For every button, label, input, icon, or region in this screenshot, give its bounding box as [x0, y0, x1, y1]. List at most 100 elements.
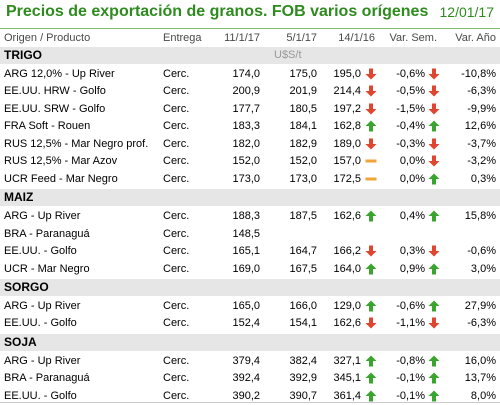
origin-cell: BRA - Paranaguá — [4, 227, 90, 240]
col-var-year: Var. Año — [455, 32, 496, 44]
origin-cell: EE.UU. - Golfo — [4, 245, 77, 258]
var-week-value: -1,5% — [396, 102, 425, 115]
origin-cell: ARG - Up River — [4, 354, 81, 367]
origin-cell: BRA - Paranaguá — [4, 372, 90, 385]
date1-value: 165,1 — [232, 245, 260, 258]
origin-cell: ARG 12,0% - Up River — [4, 68, 115, 80]
origin-cell: RUS 12,5% - Mar Negro prof. — [4, 137, 149, 150]
delivery-cell: Cerc. — [163, 85, 190, 98]
var-year-value: -3,7% — [467, 137, 496, 150]
date3-value: 327,1 — [333, 354, 361, 367]
date2-value: 173,0 — [289, 172, 317, 185]
arrow-down-icon — [365, 68, 377, 80]
date2-value: 164,7 — [289, 245, 317, 258]
delivery-cell: Cerc. — [163, 137, 190, 150]
arrow-down-icon — [428, 85, 440, 97]
date3-value: 189,0 — [333, 137, 361, 150]
group-name: SOJA — [4, 334, 37, 349]
table-row: ARG 12,0% - Up River Cerc. 174,0 175,0 195,0… — [0, 66, 500, 83]
date1-value: 188,3 — [232, 210, 260, 223]
arrow-up-icon — [428, 300, 440, 312]
arrow-up-icon — [365, 300, 377, 312]
var-year-value: 13,7% — [464, 372, 496, 385]
date1-value: 169,0 — [232, 262, 260, 275]
var-year-value: 8,0% — [470, 389, 496, 402]
var-year-value: 16,0% — [464, 354, 496, 367]
var-year-value: -10,8% — [461, 68, 496, 80]
var-year-value: -3,2% — [467, 155, 496, 168]
arrow-up-icon — [428, 355, 440, 367]
date3-value: 129,0 — [333, 299, 361, 312]
date3-value: 195,0 — [333, 68, 361, 80]
date1-value: 392,4 — [232, 372, 260, 385]
origin-cell: FRA Soft - Rouen — [4, 120, 91, 133]
arrow-down-icon — [428, 138, 440, 150]
date2-value: 166,0 — [289, 299, 317, 312]
delivery-cell: Cerc. — [163, 262, 190, 275]
arrow-down-icon — [365, 103, 377, 115]
arrow-down-icon — [365, 85, 377, 97]
arrow-up-icon — [428, 173, 440, 185]
date1-value: 183,3 — [232, 120, 260, 133]
date2-value: 187,5 — [289, 210, 317, 223]
var-year-value: -0,6% — [467, 245, 496, 258]
title-bar: Precios de exportación de granos. FOB va… — [0, 0, 500, 27]
date3-value: 197,2 — [333, 102, 361, 115]
var-year-value: -9,9% — [467, 102, 496, 115]
date1-value: 200,9 — [232, 85, 260, 98]
var-year-value: 3,0% — [470, 262, 496, 275]
date2-value: 184,1 — [289, 120, 317, 133]
date1-value: 174,0 — [232, 68, 260, 80]
arrow-down-icon — [365, 245, 377, 257]
table-row: FRA Soft - Rouen Cerc. 183,3 184,1 162,8 -0,4… — [0, 118, 500, 135]
date1-value: 182,0 — [232, 137, 260, 150]
date3-value: 157,0 — [333, 155, 361, 168]
group-header: SOJA — [0, 333, 500, 351]
delivery-cell: Cerc. — [163, 372, 190, 385]
table-row: BRA - Paranaguá Cerc. 148,5 — [0, 226, 500, 243]
delivery-cell: Cerc. — [163, 245, 190, 258]
var-week-value: 0,9% — [399, 262, 425, 275]
arrow-up-icon — [365, 390, 377, 402]
group-name: SORGO — [4, 279, 49, 294]
table-row: RUS 12,5% - Mar Azov Cerc. 152,0 152,0 157,0… — [0, 153, 500, 170]
var-year-value: -6,3% — [467, 317, 496, 330]
date2-value: 167,5 — [289, 262, 317, 275]
delivery-cell: Cerc. — [163, 389, 190, 402]
var-year-value: 0,3% — [470, 172, 496, 185]
origin-cell: ARG - Up River — [4, 210, 81, 223]
date2-value: 152,0 — [289, 155, 317, 168]
date2-value: 382,4 — [289, 354, 317, 367]
origin-cell: EE.UU. - Golfo — [4, 317, 77, 330]
arrow-up-icon — [428, 390, 440, 402]
col-delivery: Entrega — [163, 32, 202, 44]
var-year-value: -6,3% — [467, 85, 496, 98]
var-week-value: 0,0% — [399, 155, 425, 168]
table-row: ARG - Up River Cerc. 379,4 382,4 327,1 -0,8% 1… — [0, 353, 500, 370]
var-year-value: 27,9% — [464, 299, 496, 312]
date2-value: 201,9 — [289, 85, 317, 98]
date2-value: 175,0 — [289, 68, 317, 80]
table-header: Origen / Producto Entrega 11/1/17 5/1/17… — [0, 28, 500, 48]
arrow-up-icon — [428, 120, 440, 132]
table-row: EE.UU. - Golfo Cerc. 390,2 390,7 361,4 -0,1% 8… — [0, 388, 500, 405]
date2-value: 180,5 — [289, 102, 317, 115]
arrow-down-icon — [428, 155, 440, 167]
arrow-down-icon — [428, 68, 440, 80]
arrow-up-icon — [428, 372, 440, 384]
date1-value: 165,0 — [232, 299, 260, 312]
date3-value: 172,5 — [333, 172, 361, 185]
origin-cell: EE.UU. - Golfo — [4, 389, 77, 402]
delivery-cell: Cerc. — [163, 227, 190, 240]
var-week-value: 0,0% — [399, 172, 425, 185]
arrow-down-icon — [428, 317, 440, 329]
date3-value: 164,0 — [333, 262, 361, 275]
delivery-cell: Cerc. — [163, 354, 190, 367]
group-header: TRIGO U$S/t — [0, 47, 500, 64]
origin-cell: ARG - Up River — [4, 299, 81, 312]
date1-value: 379,4 — [232, 354, 260, 367]
col-date3: 14/1/16 — [338, 32, 375, 44]
delivery-cell: Cerc. — [163, 210, 190, 223]
table-row: BRA - Paranaguá Cerc. 392,4 392,9 345,1 -0,1%… — [0, 370, 500, 387]
date3-value: 162,6 — [333, 317, 361, 330]
